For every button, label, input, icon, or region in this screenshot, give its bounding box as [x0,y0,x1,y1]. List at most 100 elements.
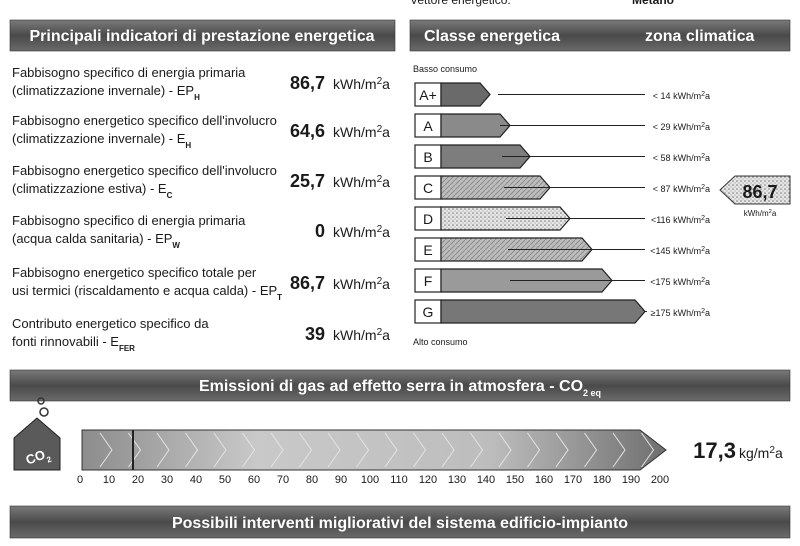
unit-sup: 2 [701,308,705,315]
scale-label: 140 [477,474,495,486]
unit-tail: a [382,276,390,292]
unit-base: kWh/m [673,122,701,132]
unit-tail: a [382,327,390,343]
indicator-value: 39 [305,324,325,344]
indicator-label-text: Fabbisogno energetico specifico dell'inv… [12,163,277,178]
unit-tail: a [382,174,390,190]
scale-label: 120 [419,474,437,486]
unit-base: kWh/m [333,76,377,92]
unit: kWh/m2a [333,76,390,93]
scale-chevron [555,432,569,468]
class-limit-value: < 87 [653,184,671,194]
indicator-label: Fabbisogno energetico specifico totale p… [12,265,257,280]
unit-tail: a [382,76,390,92]
scale-label: 200 [651,474,669,486]
unit-base: kWh/m [673,215,701,225]
scale-chevron [527,432,541,468]
unit-tail: a [705,277,710,287]
unit-tail: a [705,308,710,318]
emissions-scale [81,429,667,471]
emissions-value: 17,3 [693,438,736,463]
unit-base: kWh/m [673,153,701,163]
class-letter: F [424,273,433,289]
indicator-sub: C [167,191,173,200]
scale-label: 130 [448,474,466,486]
smoke [37,397,45,405]
indicator-label-text: Fabbisogno energetico specifico dell'inv… [12,113,277,128]
emissions-title-sub: 2 eq [583,388,601,398]
unit-base: kWh/m [333,276,377,292]
scale-label: 80 [306,474,318,486]
class-limit: <175 kWh/m2a [650,277,710,288]
emissions-title: Emissioni di gas ad effetto serra in atm… [199,378,601,398]
unit: kWh/m2a [333,327,390,344]
scale-chevron [242,432,256,468]
unit: kg/m2a [739,445,783,462]
unit-base: kWh/m [333,124,377,140]
indicator-label: (acqua calda sanitaria) - EPW [12,231,180,250]
unit-tail: a [705,215,710,225]
unit-sup: 2 [701,91,705,98]
indicators-title: Principali indicatori di prestazione ene… [30,28,375,45]
indicator-label-text: (climatizzazione invernale) - EP [12,83,194,98]
indicator-label: Fabbisogno energetico specifico dell'inv… [12,163,277,178]
indicator-sub: W [172,241,180,250]
class-arrow [440,206,571,231]
indicator-label: Fabbisogno specifico di energia primaria [12,213,246,228]
class-letter: A+ [419,87,437,103]
scale-label: 170 [564,474,582,486]
icon-sub: 2 [45,454,53,464]
scale-label: 50 [219,474,231,486]
scale-chevron [470,432,484,468]
scale-chevron [441,432,455,468]
scale-chevron [327,432,341,468]
indicator-value: 86,7 [290,73,325,93]
scale-chevron [156,432,170,468]
class-limit-value: < 58 [653,153,671,163]
unit-tail: a [382,124,390,140]
indicator-label: (climatizzazione invernale) - EPH [12,83,200,102]
class-limit: < 14 kWh/m2a [653,91,710,102]
unit-tail: a [705,246,710,256]
unit-base: kWh/m [333,224,377,240]
unit-base: kWh/m [333,174,377,190]
unit: kWh/m2a [333,224,390,241]
scale-label: 100 [361,474,379,486]
zone-title: zona climatica [645,28,754,45]
scale-chevron [584,432,598,468]
scale-chevron [213,432,227,468]
unit-base: kWh/m [673,91,701,101]
classes-header [409,19,791,52]
indicator-label: (climatizzazione invernale) - EH [12,131,191,150]
indicator-sub: H [185,141,191,150]
unit-base: kWh/m [673,246,701,256]
content: Vettore energetico: Metano Principali indi… [9,0,791,539]
class-arrow [440,175,551,200]
unit-sup: 2 [377,124,383,135]
unit: kWh/m2a [333,124,390,141]
indicator-sub: H [194,93,200,102]
indicator-label: (climatizzazione estiva) - EC [12,181,173,200]
unit: kWh/m2a [744,209,777,218]
unit-sup: 2 [769,445,775,456]
unit-base: kg/m [739,445,769,461]
unit: kWh/m2a [333,276,390,293]
class-letter: D [423,211,433,227]
indicator-value: 25,7 [290,171,325,191]
unit-sup: 2 [769,209,772,215]
smoke [39,407,49,417]
unit-sup: 2 [701,184,705,191]
class-letter: C [423,180,433,196]
unit-sup: 2 [701,215,705,222]
top-note: Basso consumo [413,64,477,74]
indicator-value: 86,7 [290,273,325,293]
scale-label: 40 [190,474,202,486]
unit-tail: a [705,184,710,194]
unit-sup: 2 [377,276,383,287]
class-limit: < 29 kWh/m2a [653,122,710,133]
class-indicator [719,175,791,205]
class-limit-value: <175 [650,277,670,287]
class-limit-value: <116 [651,215,671,225]
unit-sup: 2 [701,246,705,253]
cut-value: Metano [632,0,674,7]
